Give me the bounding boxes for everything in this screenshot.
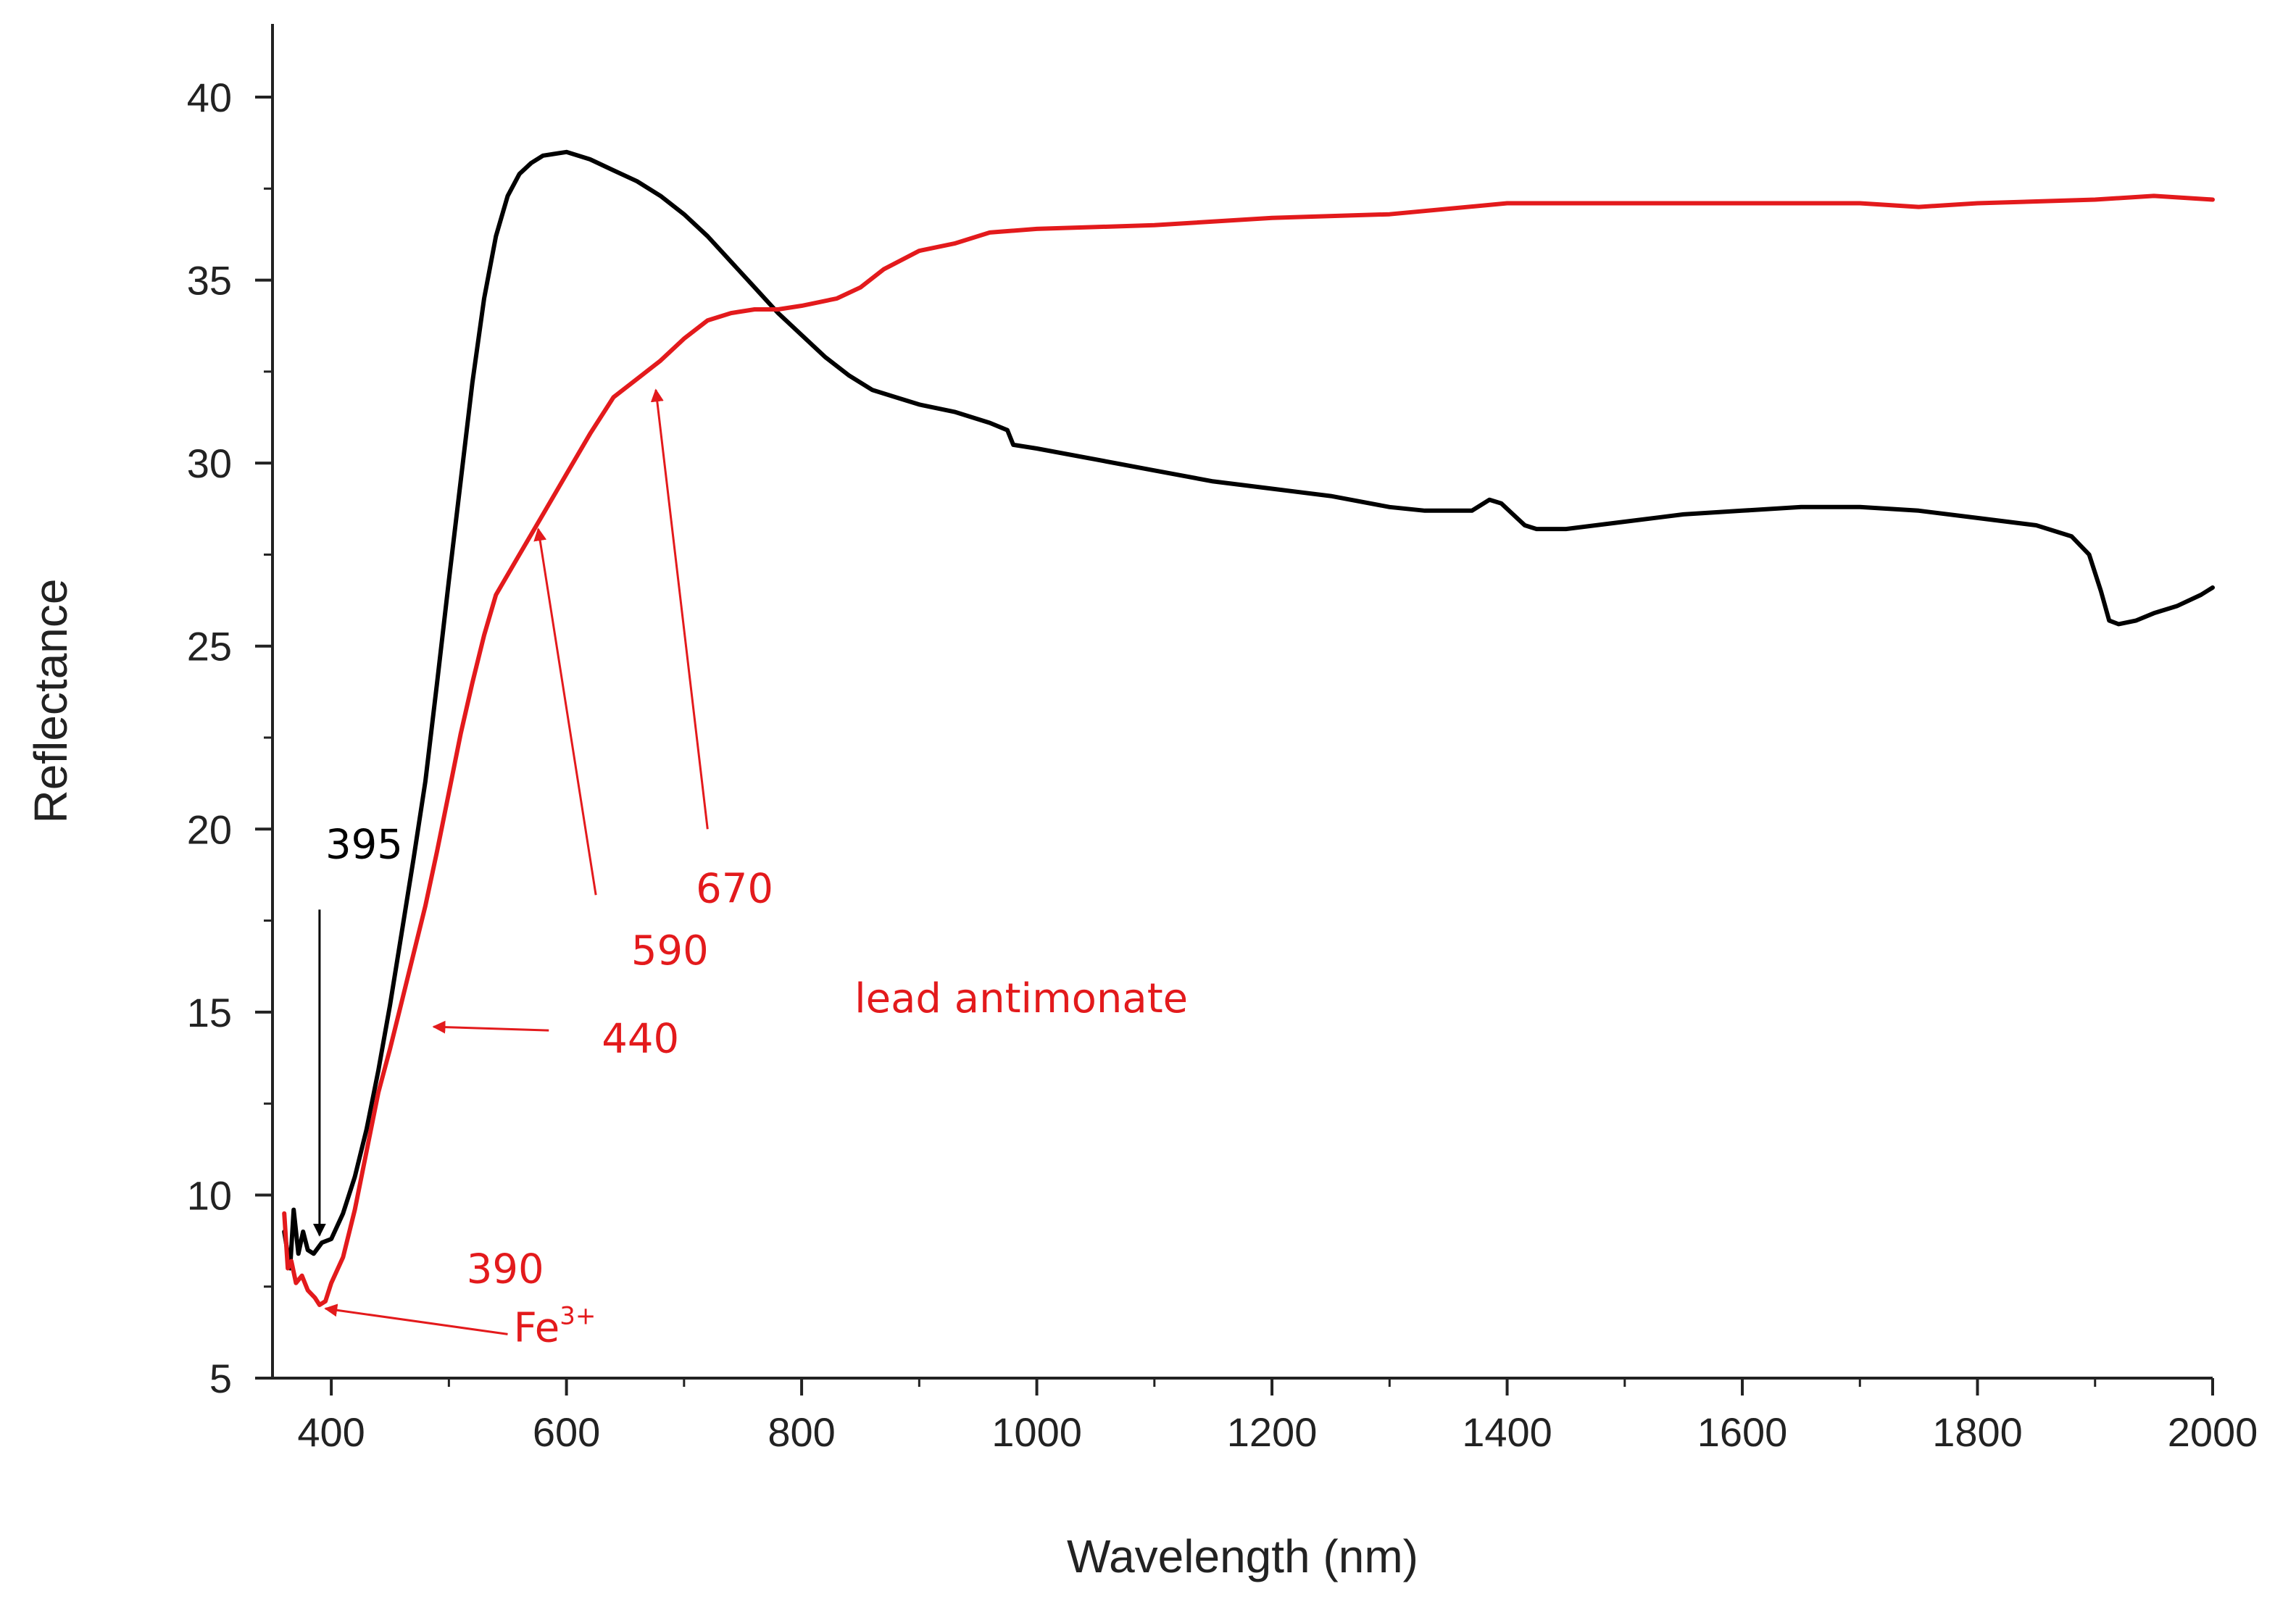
series-line-red [282,193,2215,1307]
annotation-superscript: 3+ [560,1301,596,1330]
annotation-text: 390 [467,1246,544,1293]
annotation-label: 440 [602,1015,679,1062]
annotation-text: lead antimonate [854,975,1188,1022]
x-tick-label: 1000 [991,1409,1082,1455]
y-tick-label: 5 [209,1356,232,1401]
y-axis-title: Reflectance [25,579,77,824]
series-group [282,149,2215,1307]
annotation-arrow [650,388,709,830]
annotation-arrow [533,527,597,896]
x-tick-label: 600 [533,1409,600,1455]
annotations: 395 390 Fe3+ 440 590 670 lead antimonate [312,388,1188,1351]
annotation-label: lead antimonate [854,975,1188,1022]
y-tick-label: 40 [187,75,232,120]
annotation-label: 390 [467,1246,544,1293]
x-tick-label: 800 [768,1409,835,1455]
annotation-text: 590 [631,927,709,975]
annotation-label: 590 [631,927,709,975]
annotation-label: Fe3+ [514,1301,596,1351]
y-tick-label: 10 [187,1172,232,1218]
series-line-black [282,149,2215,1271]
y-tick-label: 20 [187,806,232,852]
y-tick-label: 30 [187,441,232,486]
x-tick-label: 2000 [2168,1409,2258,1455]
y-tick-label: 35 [187,258,232,304]
annotation-arrow [324,1303,508,1335]
axes: 400 600 800 1000 1200 1400 1600 1800 2000 5 10 15 20… [187,24,2258,1455]
annotation-arrow [432,1020,549,1034]
x-tick-label: 1600 [1697,1409,1788,1455]
x-tick-label: 400 [297,1409,365,1455]
annotation-text: Fe [514,1304,560,1351]
annotation-text: 440 [602,1015,679,1062]
x-tick-label: 1400 [1462,1409,1552,1455]
annotation-text: 670 [696,865,773,912]
annotation-label: 670 [696,865,773,912]
x-tick-label: 1200 [1227,1409,1318,1455]
x-tick-label: 1800 [1932,1409,2023,1455]
annotation-text: 395 [325,822,403,869]
y-tick-label: 25 [187,624,232,669]
y-tick-label: 15 [187,990,232,1035]
x-axis-title: Wavelength (nm) [1067,1530,1418,1582]
annotation-label: 395 [325,822,403,869]
